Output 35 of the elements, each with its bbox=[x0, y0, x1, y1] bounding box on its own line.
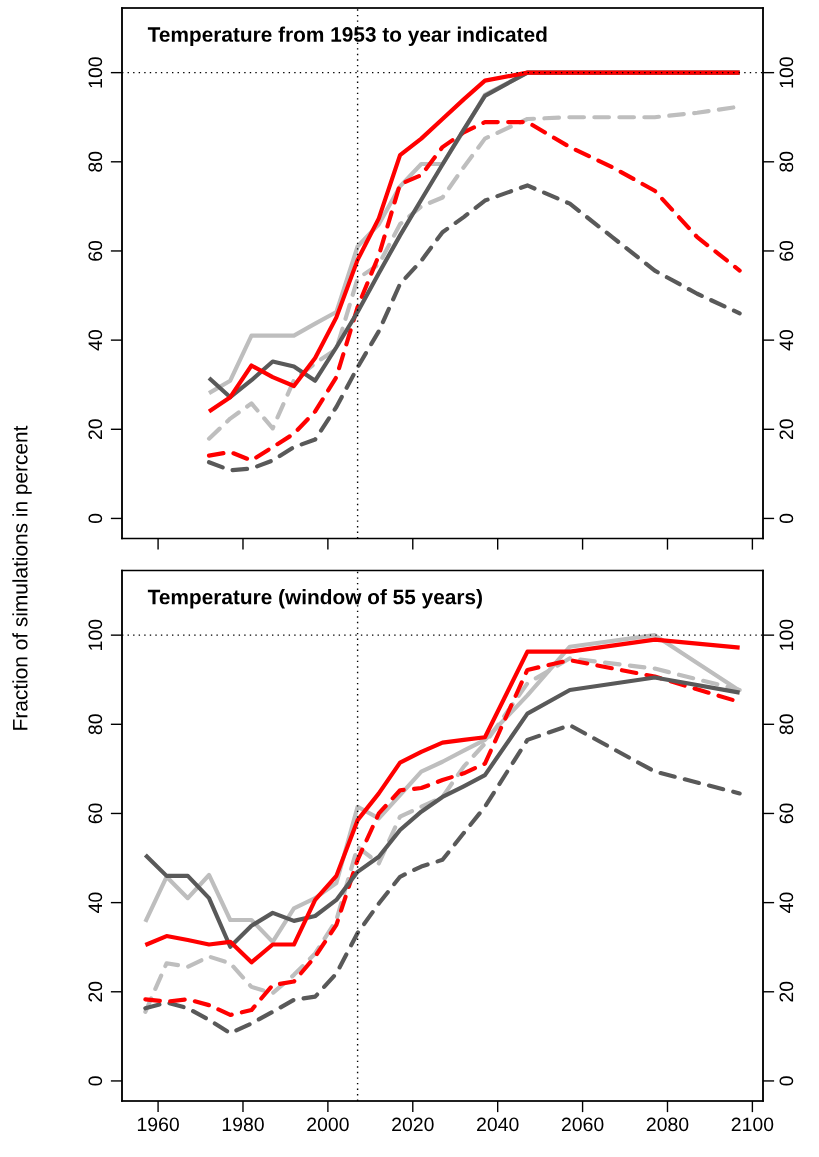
y2-tick-label: 20 bbox=[779, 419, 794, 440]
text: Temperature from 1953 to year indicated bbox=[147, 26, 547, 46]
y-tick-label: 20 bbox=[88, 981, 103, 1002]
y-tick-label: 100 bbox=[88, 57, 103, 88]
y-tick-label: 40 bbox=[88, 892, 103, 913]
y2-tick-label: 60 bbox=[779, 240, 794, 261]
y-tick-label: 80 bbox=[88, 714, 103, 735]
x-tick-label: 2000 bbox=[307, 1117, 349, 1132]
y-tick-label: 60 bbox=[88, 240, 103, 261]
text: Temperature (window of 55 years) bbox=[147, 589, 482, 609]
y2-tick-label: 80 bbox=[779, 714, 794, 735]
y-tick-label: 20 bbox=[88, 419, 103, 440]
y-tick-label: 80 bbox=[88, 151, 103, 172]
y2-tick-label: 40 bbox=[779, 892, 794, 913]
x-tick-label: 2040 bbox=[477, 1117, 519, 1132]
y-axis-title: Fraction of simulations in percent bbox=[12, 425, 32, 730]
x-tick-label: 2020 bbox=[392, 1117, 434, 1132]
x-tick-label: 1980 bbox=[222, 1117, 264, 1132]
y-tick-label: 0 bbox=[88, 513, 103, 524]
x-tick-label: 2080 bbox=[646, 1117, 689, 1132]
y-tick-label: 40 bbox=[88, 330, 103, 351]
y2-tick-label: 100 bbox=[779, 57, 794, 88]
y-tick-label: 60 bbox=[88, 803, 103, 824]
y2-tick-label: 20 bbox=[779, 981, 794, 1002]
y-tick-label: 100 bbox=[88, 619, 103, 650]
y2-tick-label: 100 bbox=[779, 619, 794, 650]
x-tick-label: 2060 bbox=[561, 1117, 604, 1132]
y-tick-label: 0 bbox=[88, 1076, 103, 1086]
x-tick-label: 1960 bbox=[137, 1117, 179, 1132]
y2-tick-label: 0 bbox=[779, 513, 794, 524]
y2-tick-label: 60 bbox=[779, 803, 794, 824]
y2-tick-label: 40 bbox=[779, 330, 794, 351]
y2-tick-label: 0 bbox=[779, 1076, 794, 1086]
x-tick-label: 2100 bbox=[731, 1117, 774, 1132]
y2-tick-label: 80 bbox=[779, 151, 794, 172]
